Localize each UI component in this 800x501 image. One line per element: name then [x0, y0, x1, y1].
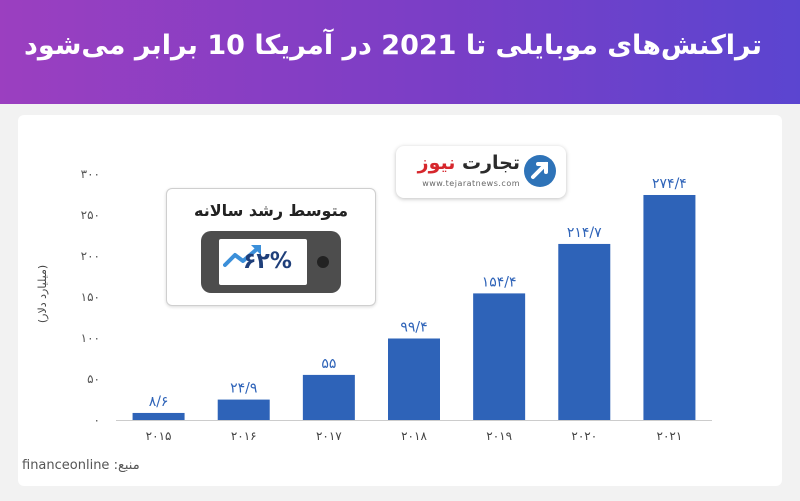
logo-name-main: تجارت	[462, 152, 520, 174]
y-tick-label: ۱۰۰	[81, 331, 100, 345]
bar-value-label: ۹۹/۴	[400, 319, 427, 335]
x-axis: ۲۰۱۵ ۲۰۱۶ ۲۰۱۷ ۲۰۱۸ ۲۰۱۹ ۲۰۲۰ ۲۰۲۱	[116, 420, 712, 443]
phone-home-button	[317, 256, 329, 268]
bar	[302, 374, 355, 420]
y-tick-label: ۵۰	[87, 372, 100, 386]
growth-callout-card: متوسط رشد سالانه ۶۲%	[166, 188, 376, 306]
bar-value-label: ۱۵۴/۴	[482, 274, 517, 290]
callout-value: ۶۲%	[243, 249, 292, 274]
value-labels: ۸/۶ ۲۴/۹ ۵۵ ۹۹/۴ ۱۵۴/۴ ۲۱۴/۷ ۲۷۴/۴	[149, 176, 687, 410]
bar-value-label: ۲۴/۹	[230, 381, 257, 397]
bar-value-label: ۵۵	[321, 356, 336, 372]
callout-title: متوسط رشد سالانه	[193, 201, 349, 220]
y-tick-label: ۰	[94, 413, 100, 427]
x-tick-label: ۲۰۱۷	[316, 429, 342, 443]
logo-mark-icon	[524, 155, 556, 187]
bar-value-label: ۲۱۴/۷	[567, 225, 602, 241]
bar	[643, 194, 696, 420]
source-note: منبع: financeonline	[22, 458, 140, 473]
trend-up-icon	[223, 245, 261, 267]
logo-url: www.tejaratnews.com	[422, 179, 520, 188]
y-tick-label: ۳۰۰	[81, 167, 100, 181]
logo-wordmark: تجارت نیوز	[418, 152, 520, 174]
x-tick-label: ۲۰۲۰	[571, 429, 597, 443]
page-title: تراکنش‌های موبایلی تا 2021 در آمریکا 10 …	[24, 30, 762, 61]
bar-value-label: ۲۷۴/۴	[652, 176, 687, 192]
x-tick-label: ۲۰۱۶	[231, 429, 257, 443]
bar	[132, 412, 185, 420]
bar-value-label: ۸/۶	[149, 394, 169, 410]
tejarat-news-logo: تجارت نیوز www.tejaratnews.com	[396, 146, 566, 198]
bar	[558, 243, 611, 420]
y-tick-label: ۲۰۰	[81, 249, 100, 263]
x-tick-label: ۲۰۱۵	[146, 429, 172, 443]
y-tick-label: ۲۵۰	[81, 208, 100, 222]
bar	[388, 338, 440, 420]
logo-name-accent: نیوز	[417, 152, 456, 174]
x-tick-label: ۲۰۱۹	[486, 429, 512, 443]
header-banner: تراکنش‌های موبایلی تا 2021 در آمریکا 10 …	[0, 0, 800, 104]
x-tick-label: ۲۰۱۸	[401, 429, 427, 443]
phone-screen: ۶۲%	[219, 239, 307, 285]
y-axis-label: (میلیارد دلار)	[36, 265, 49, 323]
x-tick-label: ۲۰۲۱	[657, 429, 683, 443]
y-tick-label: ۱۵۰	[81, 290, 100, 304]
phone-icon: ۶۲%	[201, 231, 341, 293]
bars	[132, 194, 696, 420]
y-axis: ۰ ۵۰ ۱۰۰ ۱۵۰ ۲۰۰ ۲۵۰ ۳۰۰	[81, 167, 100, 427]
bar	[473, 293, 526, 420]
bar	[217, 399, 270, 420]
